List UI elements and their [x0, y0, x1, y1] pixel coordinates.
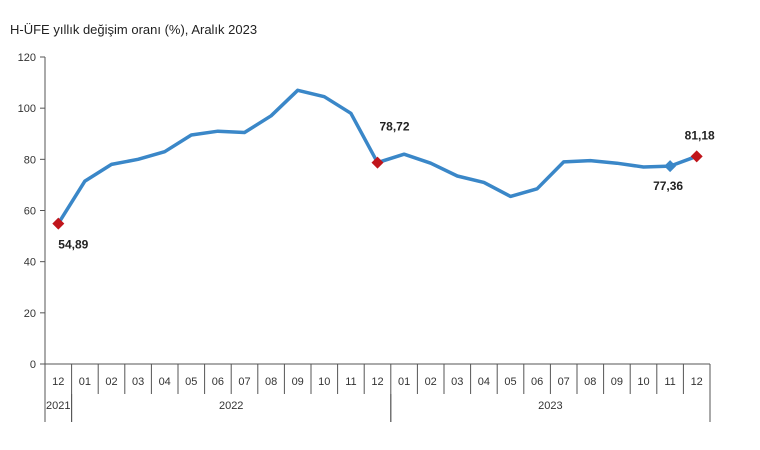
year-label: 2021 [46, 400, 70, 412]
data-point-marker [52, 217, 65, 230]
y-tick-label: 0 [30, 359, 36, 371]
x-tick-label: 11 [345, 376, 356, 388]
x-tick-label: 09 [611, 376, 623, 388]
x-tick-label: 11 [664, 376, 675, 388]
data-point-marker [371, 156, 384, 169]
x-tick-label: 12 [52, 376, 64, 388]
data-label: 77,36 [653, 179, 683, 193]
x-tick-label: 03 [132, 376, 144, 388]
y-tick-label: 100 [18, 103, 36, 115]
data-point-marker [664, 160, 677, 173]
x-tick-label: 07 [238, 376, 250, 388]
x-tick-label: 04 [159, 376, 171, 388]
x-tick-label: 08 [265, 376, 277, 388]
x-tick-label: 10 [637, 376, 649, 388]
x-tick-label: 01 [398, 376, 410, 388]
y-tick-label: 40 [24, 257, 36, 269]
data-label: 81,18 [685, 128, 715, 142]
x-tick-label: 04 [478, 376, 490, 388]
x-tick-label: 12 [691, 376, 703, 388]
y-tick-label: 60 [24, 206, 36, 218]
data-point-marker [690, 150, 703, 163]
year-label: 2023 [538, 400, 562, 412]
x-tick-label: 01 [79, 376, 91, 388]
year-label: 2022 [219, 400, 243, 412]
data-label: 78,72 [380, 120, 410, 134]
x-tick-label: 02 [425, 376, 437, 388]
x-tick-label: 08 [584, 376, 596, 388]
chart-title: H-ÜFE yıllık değişim oranı (%), Aralık 2… [10, 22, 258, 37]
y-tick-label: 80 [24, 154, 36, 166]
x-tick-label: 10 [318, 376, 330, 388]
x-tick-label: 09 [292, 376, 304, 388]
data-label: 54,89 [58, 238, 88, 252]
x-tick-label: 06 [531, 376, 543, 388]
y-tick-label: 20 [24, 308, 36, 320]
x-tick-label: 05 [504, 376, 516, 388]
x-tick-label: 05 [185, 376, 197, 388]
y-tick-label: 120 [18, 52, 36, 64]
x-tick-label: 12 [371, 376, 383, 388]
x-tick-label: 07 [558, 376, 570, 388]
x-tick-label: 03 [451, 376, 463, 388]
x-tick-label: 06 [212, 376, 224, 388]
x-tick-label: 02 [105, 376, 117, 388]
